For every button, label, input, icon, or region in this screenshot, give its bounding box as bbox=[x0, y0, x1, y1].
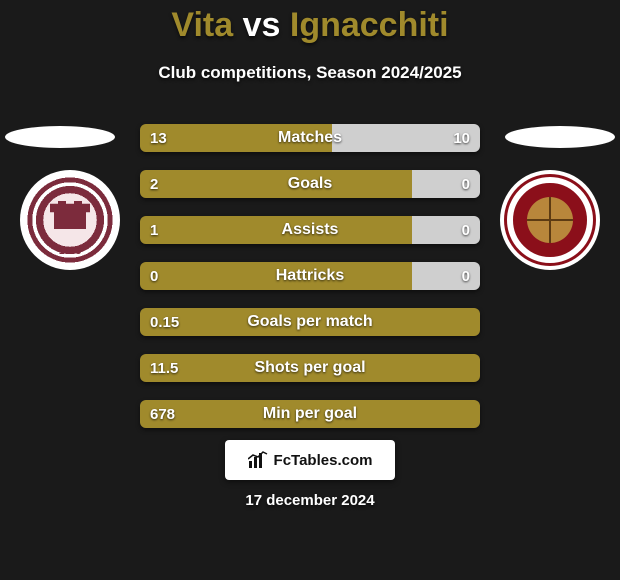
stat-value-right bbox=[460, 400, 480, 428]
stat-value-right: 0 bbox=[452, 216, 480, 244]
stat-label: Min per goal bbox=[140, 400, 480, 428]
badge-year: 1973 bbox=[59, 246, 81, 257]
stat-row-goals: 2 Goals 0 bbox=[140, 170, 480, 198]
subtitle: Club competitions, Season 2024/2025 bbox=[0, 63, 620, 83]
stat-row-shots-per-goal: 11.5 Shots per goal bbox=[140, 354, 480, 382]
football-icon bbox=[527, 197, 573, 243]
stat-row-goals-per-match: 0.15 Goals per match bbox=[140, 308, 480, 336]
date-label: 17 december 2024 bbox=[0, 492, 620, 509]
stat-value-right: 0 bbox=[452, 170, 480, 198]
stat-value-right: 10 bbox=[443, 124, 480, 152]
stat-row-min-per-goal: 678 Min per goal bbox=[140, 400, 480, 428]
player-photo-right bbox=[505, 126, 615, 148]
reggiana-crest-icon bbox=[507, 177, 593, 263]
stat-label: Assists bbox=[140, 216, 480, 244]
club-badge-right bbox=[500, 170, 600, 270]
title-part-left: Vita bbox=[171, 6, 233, 44]
stat-label: Hattricks bbox=[140, 262, 480, 290]
stat-label: Matches bbox=[140, 124, 480, 152]
cittadella-crest-icon: 1973 bbox=[27, 177, 113, 263]
player-photo-left bbox=[5, 126, 115, 148]
stat-value-right bbox=[460, 308, 480, 336]
stat-row-matches: 13 Matches 10 bbox=[140, 124, 480, 152]
brand-text: FcTables.com bbox=[274, 452, 373, 469]
page-title: Vita vs Ignacchiti bbox=[0, 0, 620, 45]
stat-row-assists: 1 Assists 0 bbox=[140, 216, 480, 244]
brand-pill[interactable]: FcTables.com bbox=[225, 440, 395, 480]
stat-row-hattricks: 0 Hattricks 0 bbox=[140, 262, 480, 290]
title-part-right: Ignacchiti bbox=[290, 6, 449, 44]
stat-label: Goals per match bbox=[140, 308, 480, 336]
stats-bars: 13 Matches 10 2 Goals 0 1 Assists 0 0 Ha… bbox=[140, 124, 480, 446]
stat-value-right bbox=[460, 354, 480, 382]
club-badge-left: 1973 bbox=[20, 170, 120, 270]
stat-label: Shots per goal bbox=[140, 354, 480, 382]
bar-chart-icon bbox=[248, 451, 268, 469]
title-part-mid: vs bbox=[233, 6, 290, 44]
stat-label: Goals bbox=[140, 170, 480, 198]
stat-value-right: 0 bbox=[452, 262, 480, 290]
